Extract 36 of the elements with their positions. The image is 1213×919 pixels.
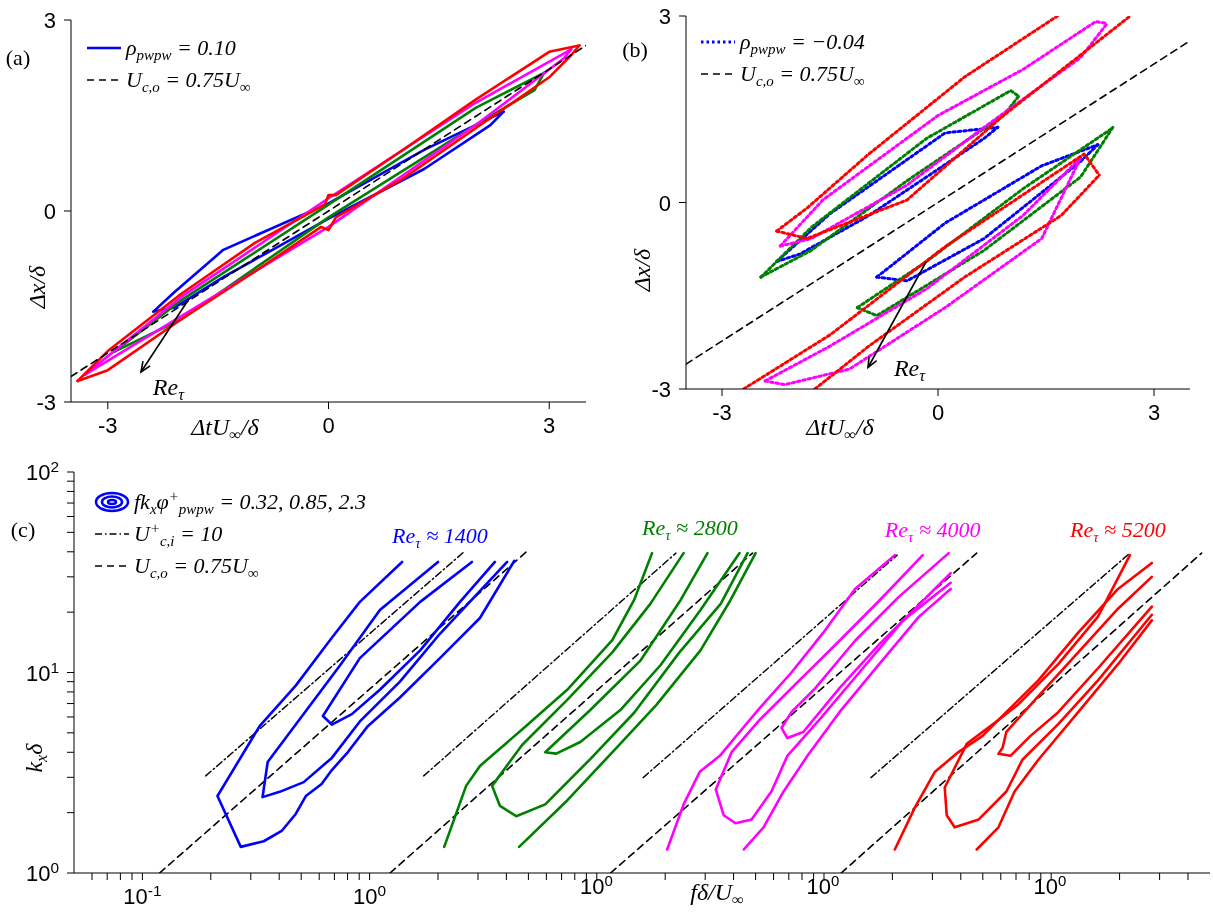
series-label: Re$_{τ}$ ≈ 1400 bbox=[392, 522, 488, 552]
y-tick-label: 3 bbox=[658, 4, 671, 29]
y-tick-label: 10$^{2}$ bbox=[25, 457, 59, 485]
legend-label: ρ$_{pwpw}$ = −0.04 bbox=[740, 28, 865, 58]
y-tick-label: 10$^{1}$ bbox=[25, 658, 59, 686]
x-tick-label: -3 bbox=[712, 400, 732, 425]
text: (a) bbox=[5, 45, 31, 71]
series-label: Re$_{τ}$ ≈ 5200 bbox=[1070, 517, 1166, 546]
text: (c) bbox=[10, 517, 36, 543]
legend-title: fk$_{x}$φ$^{+}$$_{pwpw}$ = 0.32, 0.85, 2.3 bbox=[134, 486, 367, 518]
y-axis-title: Δx/δ bbox=[23, 265, 51, 309]
legend-label: U$^{+}$$_{c,i}$ = 10 bbox=[134, 518, 223, 550]
text: (b) bbox=[622, 37, 648, 63]
legend-label: ρ$_{pwpw}$ = 0.10 bbox=[126, 34, 236, 64]
x-tick-label: 3 bbox=[543, 413, 556, 438]
x-tick-label: -3 bbox=[98, 413, 118, 438]
legend-label: U$_{c,o}$ = 0.75U$_{∞}$ bbox=[134, 552, 259, 582]
y-axis-title: Δx/δ bbox=[628, 248, 656, 292]
y-tick-label: -3 bbox=[651, 377, 671, 402]
x-tick-label: 0 bbox=[322, 413, 335, 438]
annotation: Re$_{τ}$ bbox=[152, 373, 185, 405]
annotation: Re$_{τ}$ bbox=[893, 354, 926, 386]
legend-label: U$_{c,o}$ = 0.75U$_{∞}$ bbox=[740, 60, 865, 90]
y-tick-label: 3 bbox=[43, 8, 56, 33]
x-axis-title: ΔtU$_{∞}$/δ bbox=[191, 413, 259, 445]
x-tick-label: 3 bbox=[1147, 400, 1161, 425]
x-axis-title: ΔtU$_{∞}$/δ bbox=[806, 413, 874, 445]
x-axis-title: fδ/U$_{∞}$ bbox=[690, 878, 744, 910]
y-tick-label: 0 bbox=[43, 199, 56, 224]
x-tick-label: 10$^{-1}$ bbox=[123, 881, 162, 909]
x-tick-label: 0 bbox=[931, 400, 945, 425]
series-label: Re$_{τ}$ ≈ 2800 bbox=[642, 515, 738, 544]
legend-label: U$_{c,o}$ = 0.75U$_{∞}$ bbox=[126, 66, 251, 96]
y-tick-label: 10$^{0}$ bbox=[25, 858, 59, 886]
y-tick-label: 0 bbox=[658, 190, 671, 216]
series-label: Re$_{τ}$ ≈ 4000 bbox=[884, 517, 981, 546]
